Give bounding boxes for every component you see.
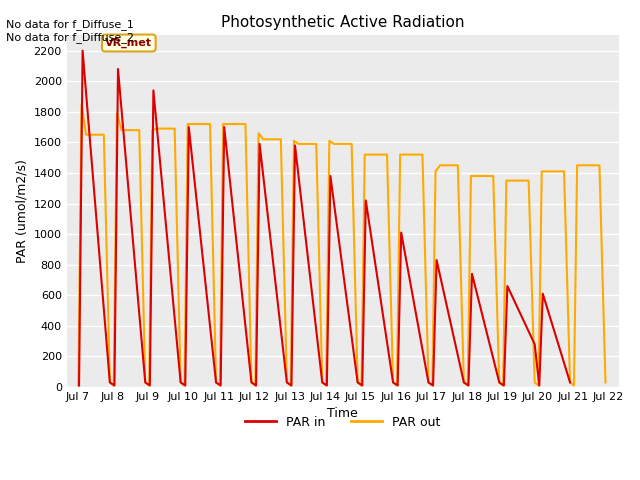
PAR in xyxy=(248,380,255,385)
X-axis label: Time: Time xyxy=(328,408,358,420)
Line: PAR in: PAR in xyxy=(79,50,570,385)
PAR in xyxy=(287,383,295,388)
PAR in xyxy=(536,383,543,388)
PAR in xyxy=(397,230,405,236)
PAR in xyxy=(362,198,370,204)
PAR in xyxy=(181,383,189,388)
PAR in xyxy=(566,380,574,385)
PAR in xyxy=(217,383,225,388)
PAR in xyxy=(76,383,83,388)
PAR out xyxy=(472,173,479,179)
PAR in xyxy=(252,383,260,388)
Legend: PAR in, PAR out: PAR in, PAR out xyxy=(240,410,445,433)
PAR in xyxy=(539,291,547,297)
PAR in xyxy=(212,380,220,385)
PAR in xyxy=(354,380,362,385)
PAR in xyxy=(460,380,468,385)
PAR in xyxy=(220,124,228,130)
PAR in xyxy=(504,283,511,289)
PAR in xyxy=(291,143,299,148)
PAR in xyxy=(256,141,264,147)
PAR in xyxy=(323,383,331,388)
PAR in xyxy=(106,380,114,385)
PAR in xyxy=(283,380,291,385)
PAR in xyxy=(79,48,86,53)
PAR in xyxy=(433,257,440,263)
Text: VR_met: VR_met xyxy=(106,38,152,48)
PAR out xyxy=(602,380,609,385)
PAR in xyxy=(358,383,366,388)
Line: PAR out: PAR out xyxy=(78,104,605,385)
Title: Photosynthetic Active Radiation: Photosynthetic Active Radiation xyxy=(221,15,465,30)
PAR in xyxy=(111,383,118,388)
PAR out xyxy=(507,178,515,183)
PAR in xyxy=(429,383,437,388)
PAR out xyxy=(118,127,125,133)
PAR in xyxy=(326,173,334,179)
Y-axis label: PAR (umol/m2/s): PAR (umol/m2/s) xyxy=(15,159,28,263)
PAR in xyxy=(319,380,326,385)
PAR in xyxy=(389,380,397,385)
PAR in xyxy=(185,124,193,130)
PAR out xyxy=(74,383,82,388)
PAR in xyxy=(465,383,472,388)
PAR in xyxy=(150,87,157,93)
PAR in xyxy=(495,380,503,385)
PAR in xyxy=(394,383,401,388)
PAR in xyxy=(114,66,122,72)
Text: No data for f_Diffuse_1
No data for f_Diffuse_2: No data for f_Diffuse_1 No data for f_Di… xyxy=(6,19,134,43)
PAR in xyxy=(141,380,149,385)
PAR in xyxy=(424,380,432,385)
PAR in xyxy=(468,271,476,277)
PAR out xyxy=(499,383,507,388)
PAR out xyxy=(77,101,85,107)
PAR in xyxy=(531,341,538,347)
PAR in xyxy=(177,380,184,385)
PAR out xyxy=(543,168,550,174)
PAR in xyxy=(146,383,154,388)
PAR out xyxy=(495,380,503,385)
PAR in xyxy=(500,383,508,388)
